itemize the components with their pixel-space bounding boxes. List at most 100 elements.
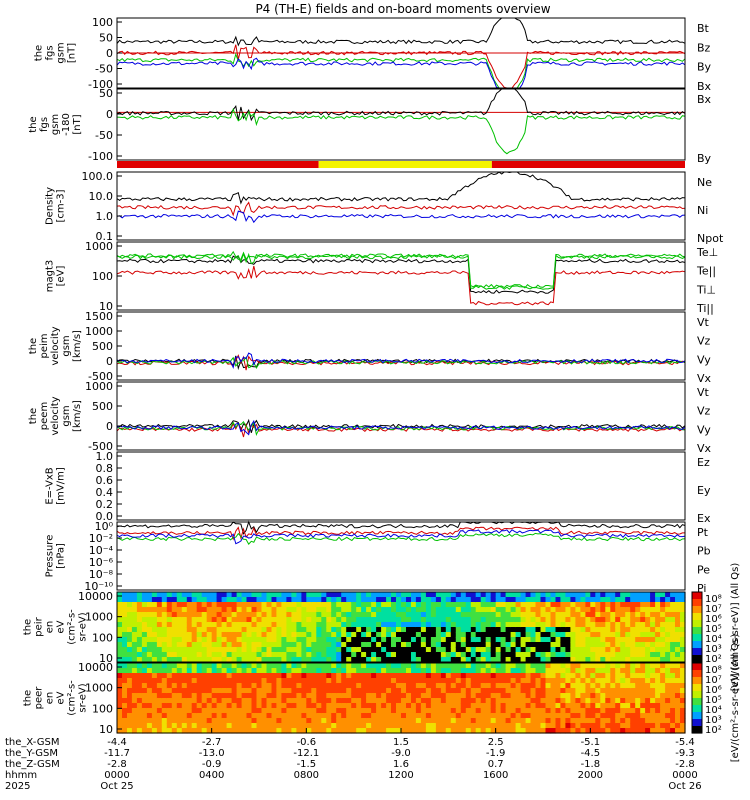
- heatmap-cell: [470, 592, 477, 598]
- heatmap-cell: [500, 673, 507, 679]
- heatmap-cell: [660, 612, 666, 618]
- heatmap-cell: [665, 607, 671, 613]
- colorbar-segment: [692, 627, 702, 630]
- heatmap-cell: [620, 652, 626, 658]
- heatmap-cell: [341, 627, 347, 633]
- y-tick-label: 50: [99, 87, 113, 100]
- heatmap-cell: [525, 673, 532, 679]
- heatmap-cell: [321, 678, 327, 684]
- heatmap-cell: [615, 642, 621, 648]
- heatmap-cell: [595, 683, 601, 689]
- heatmap-cell: [186, 713, 193, 719]
- heatmap-cell: [630, 602, 636, 608]
- heatmap-cell: [650, 693, 656, 699]
- heatmap-cell: [122, 723, 128, 729]
- heatmap-cell: [665, 622, 671, 628]
- heatmap-cell: [640, 657, 646, 663]
- heatmap-cell: [196, 728, 203, 734]
- heatmap-cell: [296, 678, 302, 684]
- heatmap-cell: [191, 698, 198, 704]
- colorbar-segment: [692, 670, 702, 673]
- heatmap-cell: [131, 632, 138, 638]
- heatmap-cell: [186, 602, 193, 608]
- heatmap-cell: [530, 663, 537, 669]
- heatmap-cell: [261, 703, 268, 709]
- heatmap-cell: [500, 597, 507, 603]
- heatmap-cell: [480, 683, 487, 689]
- heatmap-cell: [420, 663, 427, 669]
- heatmap-cell: [520, 683, 527, 689]
- heatmap-cell: [151, 607, 158, 613]
- y-tick-label: 0: [106, 108, 113, 121]
- heatmap-cell: [251, 657, 258, 663]
- heatmap-cell: [545, 657, 552, 663]
- heatmap-cell: [321, 673, 327, 679]
- heatmap-cell: [286, 668, 292, 674]
- heatmap-cell: [156, 673, 163, 679]
- heatmap-cell: [620, 688, 626, 694]
- heatmap-cell: [640, 642, 646, 648]
- heatmap-cell: [455, 647, 462, 653]
- heatmap-cell: [565, 617, 571, 623]
- heatmap-cell: [141, 668, 148, 674]
- heatmap-cell: [326, 642, 332, 648]
- heatmap-cell: [620, 637, 626, 643]
- heatmap-cell: [146, 723, 153, 729]
- heatmap-cell: [430, 713, 437, 719]
- heatmap-cell: [171, 708, 178, 714]
- heatmap-cell: [640, 627, 646, 633]
- heatmap-cell: [455, 652, 462, 658]
- heatmap-cell: [166, 642, 173, 648]
- heatmap-cell: [181, 657, 188, 663]
- heatmap-cell: [660, 607, 666, 613]
- heatmap-cell: [171, 592, 178, 598]
- heatmap-cell: [191, 652, 198, 658]
- heatmap-cell: [465, 602, 472, 608]
- heatmap-cell: [520, 698, 527, 704]
- heatmap-cell: [460, 642, 467, 648]
- heatmap-cell: [181, 723, 188, 729]
- heatmap-cell: [505, 597, 512, 603]
- heatmap-cell: [630, 708, 636, 714]
- heatmap-cell: [296, 642, 302, 648]
- heatmap-cell: [386, 718, 392, 724]
- series-line: [116, 252, 686, 290]
- heatmap-cell: [231, 592, 238, 598]
- heatmap-cell: [425, 663, 432, 669]
- y-axis-label: the: [34, 45, 45, 61]
- heatmap-cell: [585, 592, 591, 598]
- heatmap-cell: [525, 708, 532, 714]
- heatmap-cell: [122, 673, 128, 679]
- heatmap-cell: [376, 703, 382, 709]
- heatmap-cell: [376, 622, 382, 628]
- heatmap-cell: [460, 673, 467, 679]
- heatmap-cell: [361, 668, 367, 674]
- heatmap-cell: [311, 632, 317, 638]
- heatmap-cell: [500, 642, 507, 648]
- heatmap-cell: [371, 597, 377, 603]
- heatmap-cell: [156, 693, 163, 699]
- heatmap-cell: [590, 617, 596, 623]
- heatmap-cell: [420, 592, 427, 598]
- heatmap-cell: [660, 622, 666, 628]
- heatmap-cell: [256, 602, 263, 608]
- heatmap-cell: [117, 647, 123, 653]
- heatmap-cell: [301, 703, 307, 709]
- heatmap-cell: [176, 688, 183, 694]
- heatmap-cell: [560, 693, 566, 699]
- heatmap-cell: [331, 728, 337, 734]
- heatmap-cell: [331, 688, 337, 694]
- heatmap-cell: [401, 698, 407, 704]
- heatmap-cell: [256, 698, 263, 704]
- heatmap-cell: [291, 647, 297, 653]
- heatmap-cell: [455, 657, 462, 663]
- heatmap-cell: [181, 597, 188, 603]
- heatmap-cell: [485, 607, 492, 613]
- series-line: [116, 201, 686, 217]
- heatmap-cell: [620, 592, 626, 598]
- heatmap-cell: [191, 617, 198, 623]
- heatmap-cell: [595, 592, 601, 598]
- heatmap-cell: [346, 602, 352, 608]
- heatmap-cell: [356, 708, 362, 714]
- colorbar-segment: [692, 603, 702, 607]
